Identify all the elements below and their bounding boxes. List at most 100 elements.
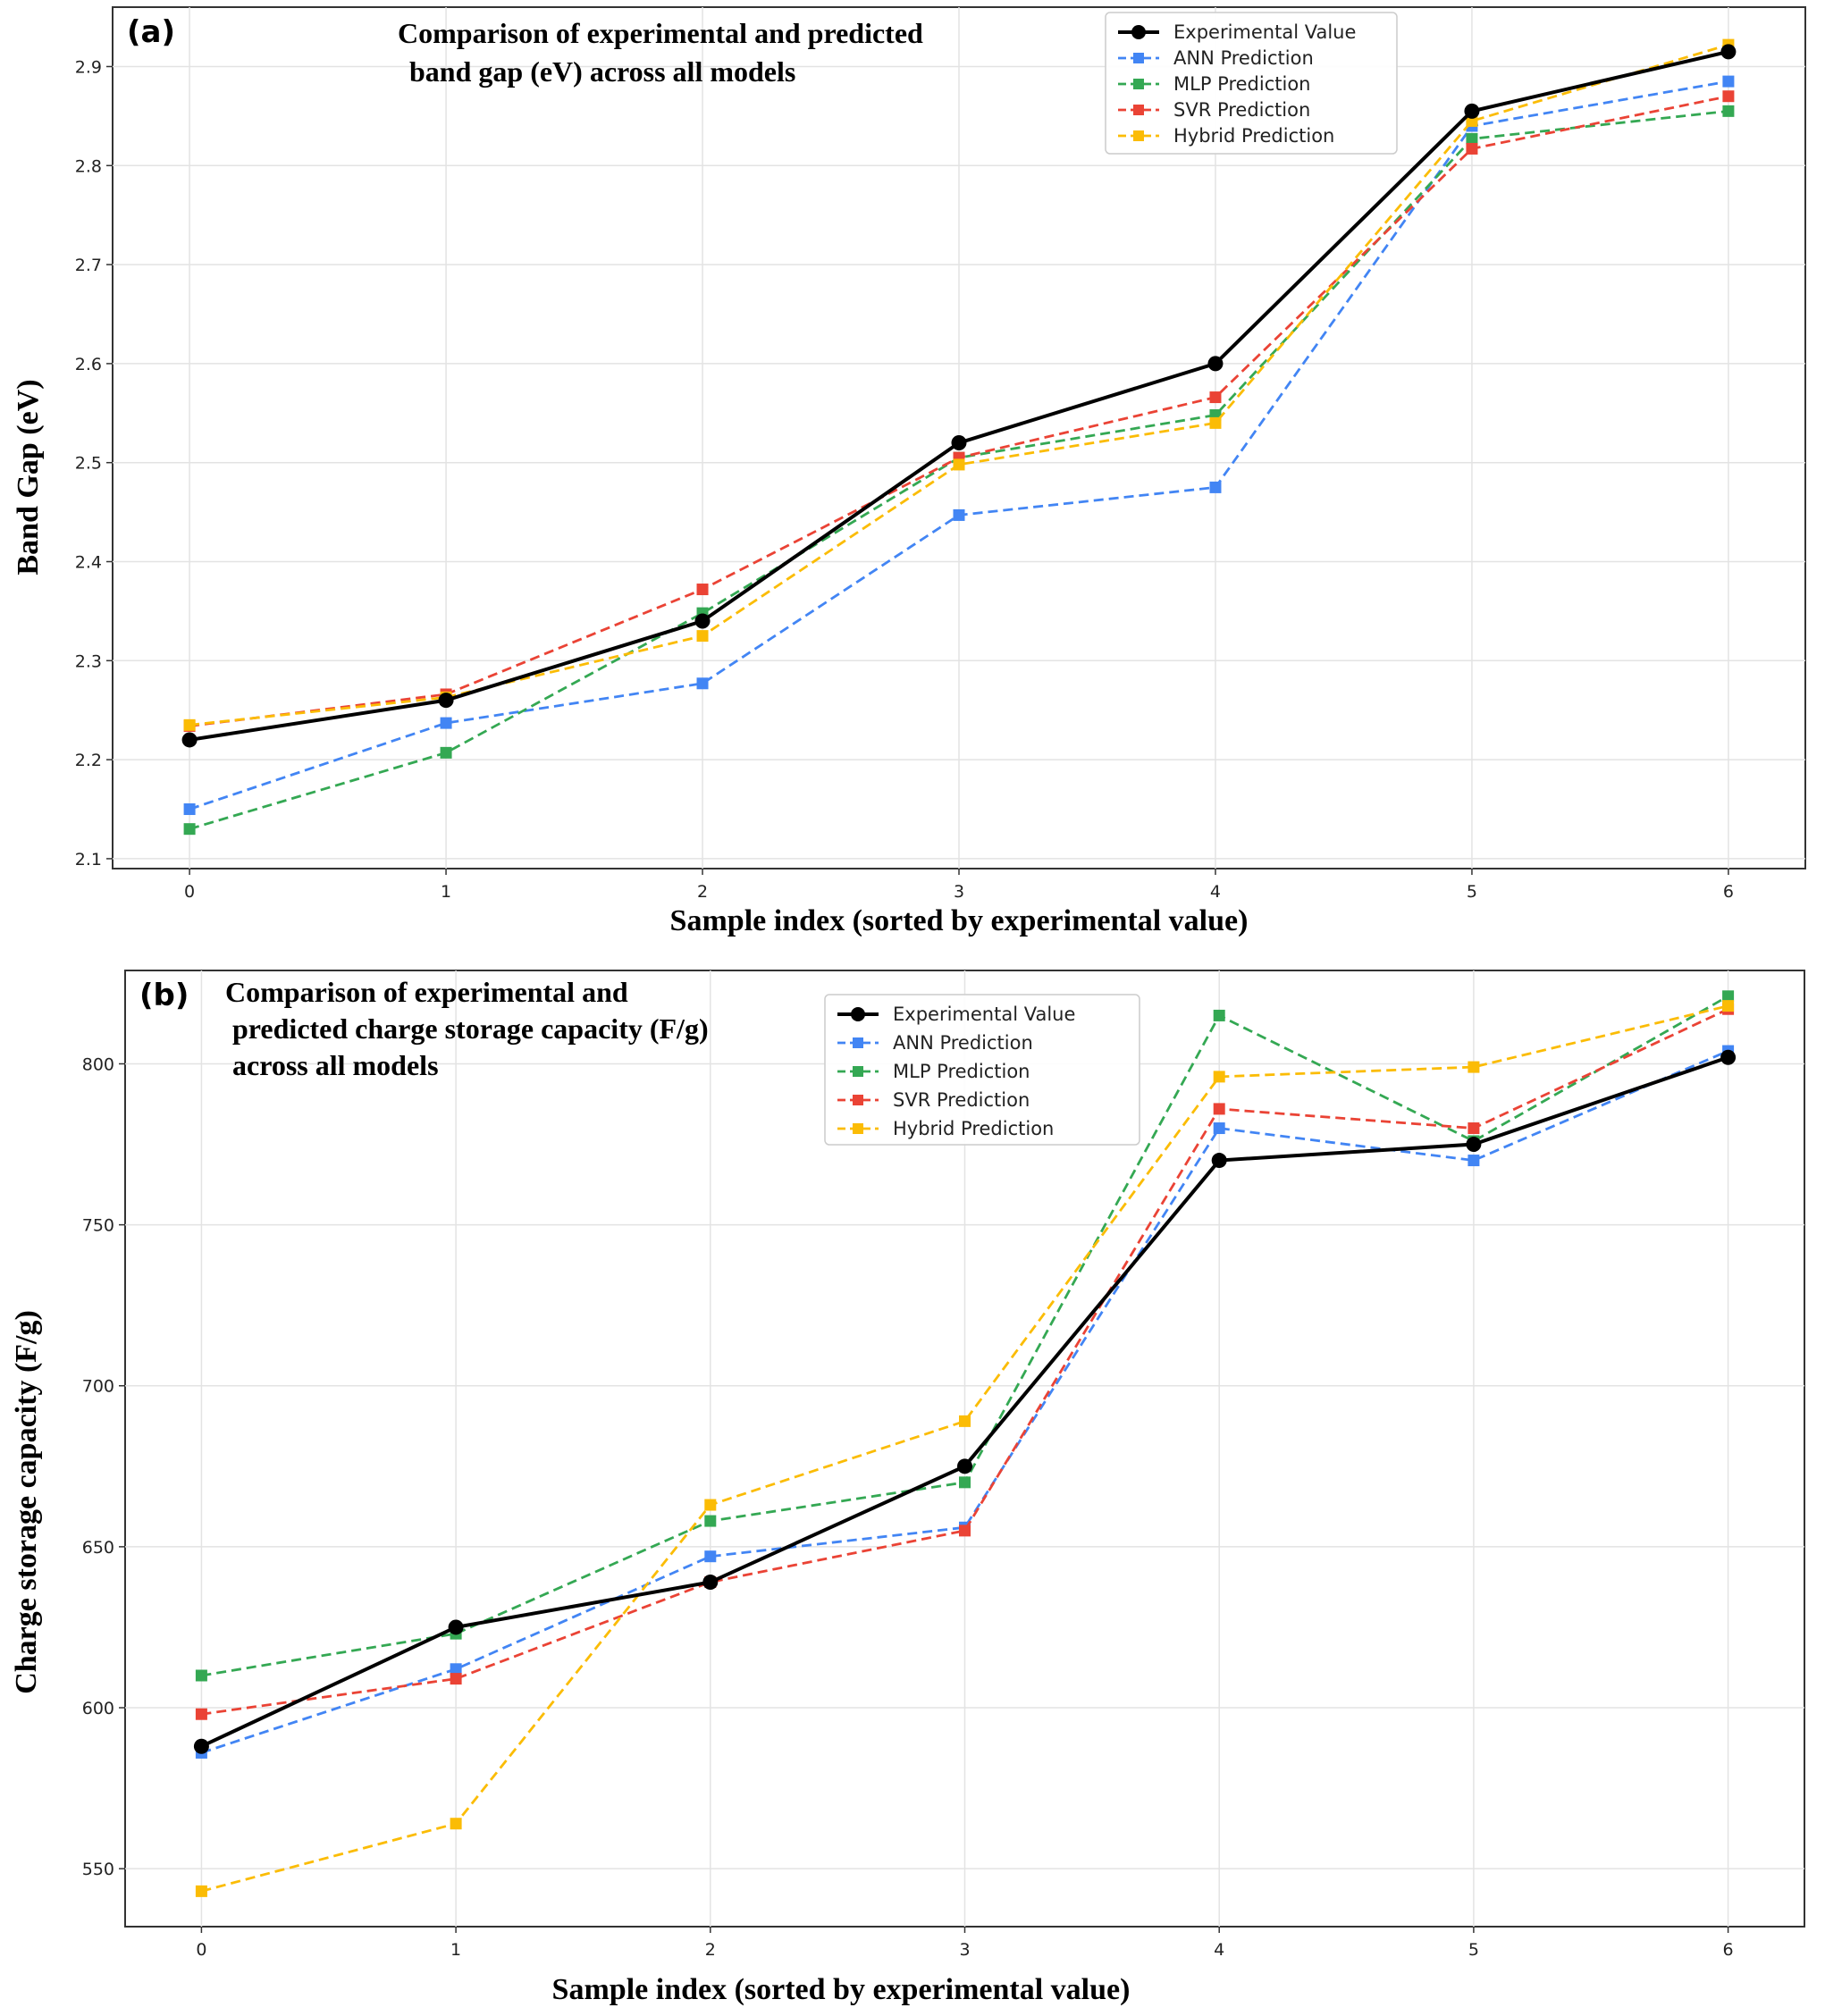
panel-a-legend-swatch-marker <box>1131 25 1146 39</box>
panel-a-legend-swatch-marker <box>1133 105 1144 115</box>
panel-a-point-ann-prediction <box>696 677 709 690</box>
panel-b-legend-swatch-marker <box>853 1123 863 1134</box>
panel-b-x-tick-label: 3 <box>959 1940 970 1960</box>
panel-b-point-hybrid-prediction <box>1213 1071 1225 1083</box>
panel-b-point-ann-prediction <box>1468 1155 1480 1167</box>
panel-a-series <box>181 38 1737 836</box>
panel-b-legend-swatch-marker <box>851 1007 865 1021</box>
panel-a-y-tick-label: 2.3 <box>75 651 102 671</box>
panel-a-band-gap-chart: 0 1 2 3 4 5 6 2.1 2.2 2.3 2.4 2.5 2.6 2.7 2.8 2.9 (a) C… <box>12 6 1806 937</box>
panel-a-legend-item-ann-prediction: ANN Prediction <box>1118 47 1314 69</box>
panel-a-x-tick-label: 1 <box>441 882 451 902</box>
panel-a-y-tick-label: 2.2 <box>75 751 102 770</box>
panel-a-point-mlp-prediction <box>183 823 196 836</box>
panel-b-legend-label: MLP Prediction <box>893 1061 1030 1082</box>
panel-b-point-hybrid-prediction <box>1722 1000 1735 1012</box>
panel-a-x-axis-label: Sample index (sorted by experimental val… <box>670 904 1249 937</box>
panel-b-x-tick-label: 2 <box>705 1940 716 1960</box>
panel-b-point-svr-prediction <box>195 1708 207 1720</box>
panel-a-label: (a) <box>127 14 175 50</box>
panel-b-point-mlp-prediction <box>1213 1009 1225 1021</box>
panel-a-point-experimental-value <box>951 435 967 451</box>
panel-b-legend-label: Experimental Value <box>893 1004 1075 1025</box>
panel-b-legend-label: Hybrid Prediction <box>893 1118 1054 1139</box>
panel-b-x-tick-label: 6 <box>1723 1940 1734 1960</box>
panel-b-y-tick-label: 550 <box>82 1860 114 1879</box>
panel-a-point-mlp-prediction <box>1466 132 1478 145</box>
panel-b-x-tick-label: 5 <box>1468 1940 1479 1960</box>
panel-b-point-svr-prediction <box>1468 1122 1480 1135</box>
panel-a-x-tick-label: 0 <box>184 882 195 902</box>
panel-a-legend-label: SVR Prediction <box>1173 99 1310 121</box>
panel-b-legend-item-ann-prediction: ANN Prediction <box>837 1032 1033 1054</box>
panel-b-point-ann-prediction <box>704 1550 717 1563</box>
panel-b-y-tick-label: 750 <box>82 1216 114 1236</box>
panel-b-y-tick-label: 800 <box>82 1054 114 1074</box>
panel-b-title-line-3: across all models <box>225 1049 439 1081</box>
panel-a-point-ann-prediction <box>440 717 452 729</box>
panel-a-point-svr-prediction <box>1722 90 1735 103</box>
panel-a-y-tick-label: 2.1 <box>75 850 102 869</box>
panel-b-y-tick-label: 700 <box>82 1377 114 1397</box>
panel-b-legend-box <box>824 994 1140 1146</box>
panel-a-legend-label: Hybrid Prediction <box>1173 125 1334 147</box>
panel-b-legend: Experimental Value ANN Prediction MLP Pred… <box>824 994 1140 1146</box>
panel-a-point-experimental-value <box>1207 356 1224 372</box>
panel-b-point-experimental-value <box>1466 1137 1482 1153</box>
panel-a-series-experimental-value <box>181 44 1737 748</box>
panel-b-y-axis-label: Charge storage capacity (F/g) <box>10 1310 43 1694</box>
panel-b-point-svr-prediction <box>450 1673 462 1685</box>
panel-a-point-ann-prediction <box>1722 75 1735 88</box>
panel-a-y-axis-label: Band Gap (eV) <box>12 379 45 575</box>
panel-a-point-svr-prediction <box>1209 391 1222 404</box>
panel-b-legend-item-svr-prediction: SVR Prediction <box>837 1089 1030 1111</box>
panel-a-legend-swatch-marker <box>1133 53 1144 63</box>
panel-a-legend-item-mlp-prediction: MLP Prediction <box>1118 73 1310 95</box>
panel-a-title-line-2: band gap (eV) across all models <box>409 55 795 88</box>
panel-a-x-tick-label: 6 <box>1723 882 1734 902</box>
panel-b-point-svr-prediction <box>959 1525 971 1537</box>
panel-b-legend-swatch-marker <box>853 1095 863 1105</box>
panel-a-point-hybrid-prediction <box>696 630 709 643</box>
panel-a-legend-label: Experimental Value <box>1173 21 1356 43</box>
panel-a-legend-label: ANN Prediction <box>1173 47 1314 69</box>
panel-a-point-mlp-prediction <box>440 746 452 759</box>
panel-b-point-hybrid-prediction <box>195 1885 207 1897</box>
panel-a-point-svr-prediction <box>1466 142 1478 155</box>
panel-b-legend-item-hybrid-prediction: Hybrid Prediction <box>837 1118 1054 1139</box>
panel-b-point-mlp-prediction <box>195 1669 207 1682</box>
panel-b-title-line-2: predicted charge storage capacity (F/g) <box>225 1012 709 1045</box>
panel-b-point-experimental-value <box>448 1619 464 1635</box>
panel-b-title-line-1: Comparison of experimental and <box>225 976 628 1008</box>
panel-b-point-experimental-value <box>1211 1153 1227 1169</box>
panel-b-series-experimental-value <box>193 1049 1737 1754</box>
panel-a-point-experimental-value <box>438 693 454 709</box>
panel-a-legend-swatch-marker <box>1133 79 1144 89</box>
panel-b-series-hybrid-prediction <box>195 1000 1735 1897</box>
panel-a-point-experimental-value <box>1720 44 1737 60</box>
panel-b-point-hybrid-prediction <box>1468 1061 1480 1073</box>
panel-b-point-ann-prediction <box>1213 1122 1225 1135</box>
panel-a-point-ann-prediction <box>1209 481 1222 493</box>
panel-a-x-tick-label: 5 <box>1467 882 1477 902</box>
panel-a-title-line-1: Comparison of experimental and predicted <box>398 17 923 49</box>
panel-b-x-axis-label: Sample index (sorted by experimental val… <box>552 1973 1131 2006</box>
panel-b-legend-label: ANN Prediction <box>893 1032 1033 1054</box>
panel-a-x-tick-label: 4 <box>1210 882 1221 902</box>
panel-a-legend: Experimental Value ANN Prediction MLP Pred… <box>1105 12 1398 155</box>
panel-a-legend-item-svr-prediction: SVR Prediction <box>1118 99 1310 121</box>
panel-b-charge-capacity-chart: 0 1 2 3 4 5 6 550 600 650 700 750 800 (b) Comparison… <box>10 970 1805 2006</box>
panel-a-y-tick-label: 2.7 <box>75 256 102 275</box>
panel-b-legend-item-mlp-prediction: MLP Prediction <box>837 1061 1030 1082</box>
panel-a-point-svr-prediction <box>696 584 709 596</box>
panel-b-series <box>193 990 1737 1897</box>
panel-a-point-ann-prediction <box>183 803 196 816</box>
panel-b-point-experimental-value <box>1720 1049 1737 1065</box>
panel-b-point-experimental-value <box>193 1738 209 1754</box>
panel-a-point-hybrid-prediction <box>953 458 965 471</box>
panel-a-legend-swatch-marker <box>1133 130 1144 141</box>
panel-a-x-tick-label: 2 <box>697 882 708 902</box>
panel-a-ticks: 0 1 2 3 4 5 6 2.1 2.2 2.3 2.4 2.5 2.6 2.7 2.8 2.9 <box>75 57 1734 902</box>
panel-b-point-hybrid-prediction <box>450 1818 462 1830</box>
